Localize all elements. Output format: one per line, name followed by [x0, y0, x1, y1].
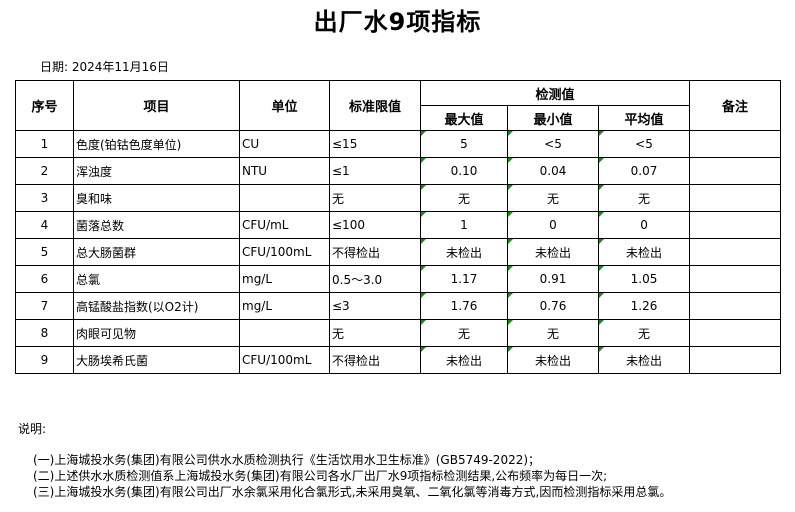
cell-min: 未检出 [507, 238, 599, 266]
cell-avg: <5 [597, 130, 691, 158]
cell-remark [689, 265, 782, 293]
cell-no: 1 [15, 130, 74, 158]
cell-avg: 1.26 [597, 292, 691, 320]
page-title: 出厂水9项指标 [313, 8, 482, 36]
cell-remark [689, 157, 782, 185]
cell-avg: 未检出 [597, 238, 691, 266]
cell-unit: CU [239, 130, 330, 158]
header-no: 序号 [15, 80, 74, 131]
header-max: 最大值 [420, 105, 508, 131]
report-date: 日期: 2024年11月16日 [40, 60, 169, 74]
table-row: 8 肉眼可见物无无无无 [15, 319, 782, 347]
cell-remark [689, 238, 782, 266]
cell-item: 色度(铂钴色度单位) [73, 130, 240, 158]
cell-no: 8 [15, 319, 74, 347]
cell-item: 总大肠菌群 [73, 238, 240, 266]
cell-no: 3 [15, 184, 74, 212]
cell-max: 1.76 [420, 292, 508, 320]
cell-unit [239, 319, 330, 347]
header-avg: 平均值 [597, 105, 691, 131]
table-row: 6 总氯 mg/L 0.5～3.0 1.17 0.91 1.05 [15, 265, 782, 293]
header-min: 最小值 [507, 105, 599, 131]
table-row: 3 臭和味无无无无 [15, 184, 782, 212]
cell-limit: ≤15 [329, 130, 421, 158]
cell-min: 0 [507, 211, 599, 239]
cell-unit: CFU/100mL [239, 346, 330, 374]
cell-max: 无 [420, 184, 508, 212]
cell-no: 7 [15, 292, 74, 320]
table-row: 7 高锰酸盐指数(以O2计) mg/L ≤3 1.76 0.76 1.26 [15, 292, 782, 320]
cell-no: 2 [15, 157, 74, 185]
cell-no: 6 [15, 265, 74, 293]
cell-min: 未检出 [507, 346, 599, 374]
cell-min: <5 [507, 130, 599, 158]
cell-unit: mg/L [239, 265, 330, 293]
cell-item: 浑浊度 [73, 157, 240, 185]
cell-max: 5 [420, 130, 508, 158]
header-remark: 备注 [689, 80, 782, 131]
cell-remark [689, 292, 782, 320]
cell-unit: CFU/mL [239, 211, 330, 239]
notes: (一)上海城投水务(集团)有限公司供水水质检测执行《生活饮用水卫生标准》(GB5… [33, 452, 671, 500]
cell-avg: 0 [597, 211, 691, 239]
cell-limit: 无 [329, 319, 421, 347]
table-row: 1 色度(铂钴色度单位) CU ≤15 5 <5 <5 [15, 130, 782, 158]
cell-max: 未检出 [420, 238, 508, 266]
header-measured: 检测值 [419, 80, 691, 106]
cell-limit: ≤3 [329, 292, 421, 320]
water-quality-table: 序号 项目 单位 标准限值 检测值 备注 最大值 最小值 平均值 1 色度(铂钴色… [15, 80, 782, 374]
cell-min: 无 [507, 184, 599, 212]
cell-item: 总氯 [73, 265, 240, 293]
cell-unit: NTU [239, 157, 330, 185]
cell-max: 1.17 [420, 265, 508, 293]
cell-max: 未检出 [420, 346, 508, 374]
cell-min: 无 [507, 319, 599, 347]
cell-limit: ≤100 [329, 211, 421, 239]
cell-remark [689, 346, 782, 374]
table-row: 9 大肠埃希氏菌 CFU/100mL 不得检出 未检出 未检出 未检出 [15, 346, 782, 374]
cell-remark [689, 319, 782, 347]
cell-unit: mg/L [239, 292, 330, 320]
cell-avg: 0.07 [597, 157, 691, 185]
cell-item: 大肠埃希氏菌 [73, 346, 240, 374]
cell-max: 1 [420, 211, 508, 239]
cell-avg: 无 [597, 184, 691, 212]
cell-limit: 0.5～3.0 [329, 265, 421, 293]
cell-no: 9 [15, 346, 74, 374]
cell-unit [239, 184, 330, 212]
note-3: (三)上海城投水务(集团)有限公司出厂水余氯采用化合氯形式,未采用臭氧、二氧化氯… [33, 485, 672, 499]
cell-max: 无 [420, 319, 508, 347]
header-unit: 单位 [239, 80, 330, 131]
cell-limit: 不得检出 [329, 238, 421, 266]
cell-remark [689, 130, 782, 158]
header-limit: 标准限值 [329, 80, 421, 131]
cell-item: 菌落总数 [73, 211, 240, 239]
cell-no: 4 [15, 211, 74, 239]
cell-remark [689, 184, 782, 212]
cell-max: 0.10 [420, 157, 508, 185]
cell-min: 0.91 [507, 265, 599, 293]
cell-item: 肉眼可见物 [73, 319, 240, 347]
cell-avg: 未检出 [597, 346, 691, 374]
cell-unit: CFU/100mL [239, 238, 330, 266]
cell-remark [689, 211, 782, 239]
cell-limit: 无 [329, 184, 421, 212]
cell-limit: ≤1 [329, 157, 421, 185]
cell-min: 0.76 [507, 292, 599, 320]
cell-item: 臭和味 [73, 184, 240, 212]
cell-no: 5 [15, 238, 74, 266]
notes-title: 说明: [18, 422, 47, 436]
header-item: 项目 [73, 80, 240, 131]
cell-min: 0.04 [507, 157, 599, 185]
cell-avg: 1.05 [597, 265, 691, 293]
cell-avg: 无 [597, 319, 691, 347]
cell-limit: 不得检出 [329, 346, 421, 374]
note-2: (二)上述供水水质检测值系上海城投水务(集团)有限公司各水厂出厂水9项指标检测结… [33, 469, 608, 483]
note-1: (一)上海城投水务(集团)有限公司供水水质检测执行《生活饮用水卫生标准》(GB5… [33, 453, 541, 467]
table-row: 4 菌落总数 CFU/mL ≤100 1 0 0 [15, 211, 782, 239]
cell-item: 高锰酸盐指数(以O2计) [73, 292, 240, 320]
table-row: 2 浑浊度 NTU ≤1 0.10 0.04 0.07 [15, 157, 782, 185]
table-row: 5 总大肠菌群 CFU/100mL 不得检出 未检出 未检出 未检出 [15, 238, 782, 266]
